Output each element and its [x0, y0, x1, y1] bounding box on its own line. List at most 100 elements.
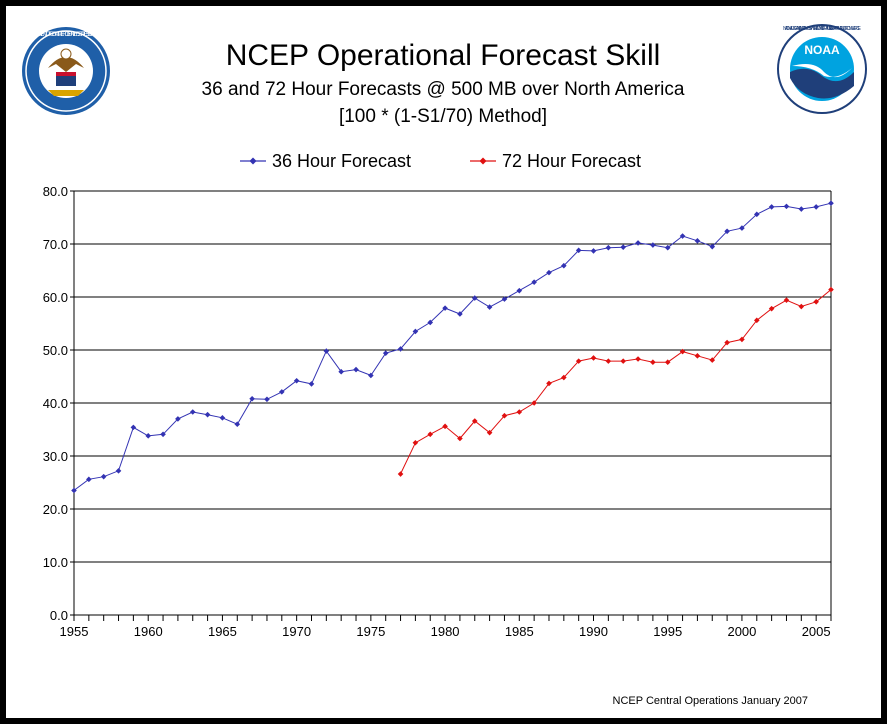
x-tick-label: 1990: [579, 624, 608, 639]
data-point: [397, 471, 404, 477]
data-point: [635, 356, 641, 362]
forecast-skill-chart: DEPARTMENT OF COMMERCE • UNITED STATES O…: [22, 24, 867, 707]
data-point: [279, 389, 285, 395]
legend-marker-72: [479, 157, 487, 165]
x-tick-label: 1995: [653, 624, 682, 639]
data-point: [768, 204, 775, 210]
noaa-logo-icon: NOAA NATIONAL OCEANIC AND ATMOSPHERIC AD…: [777, 24, 867, 114]
data-point: [368, 372, 374, 379]
data-point: [739, 336, 745, 343]
data-point: [457, 311, 463, 317]
data-point: [650, 242, 656, 248]
data-point: [531, 279, 537, 285]
data-point: [501, 296, 508, 302]
data-point: [442, 423, 448, 430]
legend-label-36: 36 Hour Forecast: [272, 151, 411, 171]
data-point: [427, 319, 434, 326]
seal-text: DEPARTMENT OF COMMERCE • UNITED STATES O…: [26, 32, 106, 38]
legend: 36 Hour Forecast 72 Hour Forecast: [240, 151, 641, 171]
x-tick-label: 2000: [727, 624, 756, 639]
noaa-logo-text: NOAA: [804, 43, 840, 57]
department-of-commerce-seal-icon: DEPARTMENT OF COMMERCE • UNITED STATES O…: [22, 27, 110, 115]
data-point: [546, 269, 552, 276]
data-point: [798, 206, 805, 212]
data-point: [753, 317, 760, 324]
y-tick-label: 60.0: [43, 290, 68, 305]
data-point: [501, 412, 508, 419]
data-point: [442, 305, 448, 311]
x-tick-label: 1980: [431, 624, 460, 639]
chart-frame: DEPARTMENT OF COMMERCE • UNITED STATES O…: [6, 6, 881, 718]
data-point: [753, 211, 760, 218]
data-point: [353, 366, 359, 373]
data-point: [427, 431, 434, 438]
data-point: [664, 244, 671, 251]
legend-label-72: 72 Hour Forecast: [502, 151, 641, 171]
x-tick-label: 1955: [60, 624, 89, 639]
y-tick-label: 80.0: [43, 184, 68, 199]
data-point: [605, 358, 612, 364]
data-point: [71, 487, 77, 494]
x-tick-label: 1970: [282, 624, 311, 639]
data-point: [471, 295, 478, 301]
data-point: [160, 431, 166, 438]
data-point: [471, 418, 478, 424]
data-point: [486, 304, 493, 310]
data-point: [783, 297, 790, 303]
data-point: [694, 353, 701, 359]
data-point: [219, 415, 226, 421]
data-point: [813, 298, 819, 305]
x-tick-label: 1975: [356, 624, 385, 639]
y-tick-label: 10.0: [43, 555, 68, 570]
data-point: [115, 468, 122, 474]
plot-area: 0.0 10.0 20.0 30.0 40.0 50.0 60.0 70.0 80.0 1955 1…: [43, 184, 834, 639]
series-line-0: [73, 202, 832, 491]
data-point: [650, 359, 656, 365]
data-point: [679, 233, 686, 239]
x-tick-label: 2005: [802, 624, 831, 639]
data-point: [575, 358, 582, 364]
data-point: [234, 421, 241, 427]
data-point: [145, 433, 152, 439]
data-point: [323, 348, 330, 354]
data-point: [709, 357, 716, 363]
data-point: [575, 247, 582, 254]
y-tick-label: 40.0: [43, 396, 68, 411]
data-point: [338, 368, 344, 375]
data-point: [679, 348, 686, 355]
data-point: [516, 287, 523, 294]
series-line-1: [400, 289, 832, 475]
data-point: [709, 243, 716, 250]
footer-credit: NCEP Central Operations January 2007: [613, 695, 808, 707]
y-tick-label: 30.0: [43, 449, 68, 464]
data-point: [175, 416, 181, 422]
data-point: [308, 381, 315, 387]
data-point: [100, 473, 107, 480]
y-tick-label: 20.0: [43, 502, 68, 517]
x-tick-label: 1985: [505, 624, 534, 639]
data-point: [130, 424, 137, 431]
data-point: [546, 380, 552, 387]
y-tick-label: 0.0: [50, 608, 68, 623]
data-point: [635, 240, 641, 246]
data-point: [620, 244, 626, 250]
data-point: [412, 439, 419, 446]
data-point: [694, 238, 701, 244]
data-point: [397, 346, 404, 352]
x-tick-label: 1965: [208, 624, 237, 639]
data-point: [724, 228, 730, 235]
y-tick-label: 50.0: [43, 343, 68, 358]
data-point: [561, 262, 567, 269]
data-point: [798, 303, 805, 310]
chart-subtitle-line2: [100 * (1-S1/70) Method]: [339, 106, 547, 127]
data-point: [249, 395, 255, 402]
data-point: [828, 286, 834, 293]
data-point: [664, 359, 671, 365]
data-point: [293, 377, 300, 384]
data-point: [590, 355, 597, 361]
data-point: [486, 429, 493, 436]
data-point: [620, 358, 626, 364]
noaa-ring-text: NATIONAL OCEANIC AND ATMOSPHERIC ADMINIS…: [783, 26, 862, 32]
data-point: [189, 409, 196, 415]
data-point: [561, 374, 567, 381]
